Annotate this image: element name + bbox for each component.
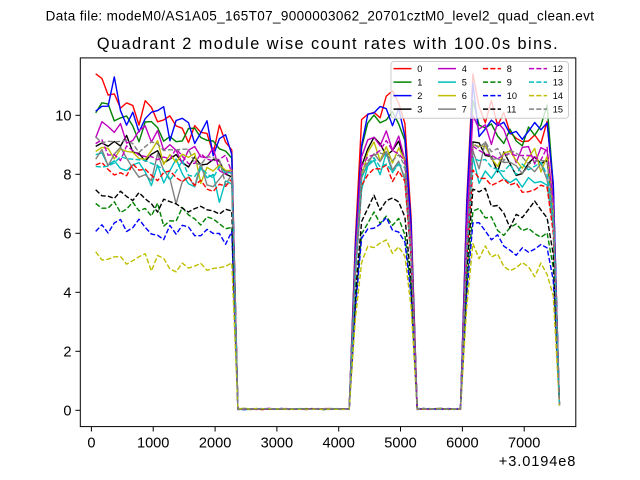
- svg-text:4000: 4000: [322, 436, 354, 452]
- svg-text:8: 8: [63, 168, 71, 184]
- svg-text:3: 3: [417, 105, 422, 115]
- svg-text:6000: 6000: [446, 436, 478, 452]
- svg-text:Quadrant 2 module wise count r: Quadrant 2 module wise count rates with …: [97, 35, 559, 53]
- svg-text:7000: 7000: [508, 436, 540, 452]
- svg-text:2: 2: [417, 91, 422, 101]
- svg-text:7: 7: [462, 105, 467, 115]
- svg-text:0: 0: [87, 436, 95, 452]
- svg-text:2000: 2000: [199, 436, 231, 452]
- svg-text:3000: 3000: [261, 436, 293, 452]
- svg-text:4: 4: [462, 64, 467, 74]
- svg-text:0: 0: [63, 404, 71, 420]
- svg-text:9: 9: [507, 78, 512, 88]
- svg-text:4: 4: [63, 286, 71, 302]
- svg-text:6: 6: [462, 91, 467, 101]
- svg-text:1000: 1000: [137, 436, 169, 452]
- svg-text:8: 8: [507, 64, 512, 74]
- svg-text:10: 10: [55, 109, 71, 125]
- svg-text:2: 2: [63, 345, 71, 361]
- svg-text:0: 0: [417, 64, 422, 74]
- svg-text:13: 13: [553, 78, 563, 88]
- svg-text:11: 11: [507, 105, 517, 115]
- svg-text:15: 15: [553, 105, 563, 115]
- svg-text:1: 1: [417, 78, 422, 88]
- svg-text:5: 5: [462, 78, 467, 88]
- svg-text:Data file: modeM0/AS1A05_165T0: Data file: modeM0/AS1A05_165T07_90000030…: [46, 8, 595, 23]
- svg-text:5000: 5000: [384, 436, 416, 452]
- svg-text:12: 12: [553, 64, 563, 74]
- svg-text:10: 10: [507, 91, 517, 101]
- svg-text:14: 14: [553, 91, 563, 101]
- svg-text:6: 6: [63, 227, 71, 243]
- svg-text:+3.0194e8: +3.0194e8: [499, 454, 577, 470]
